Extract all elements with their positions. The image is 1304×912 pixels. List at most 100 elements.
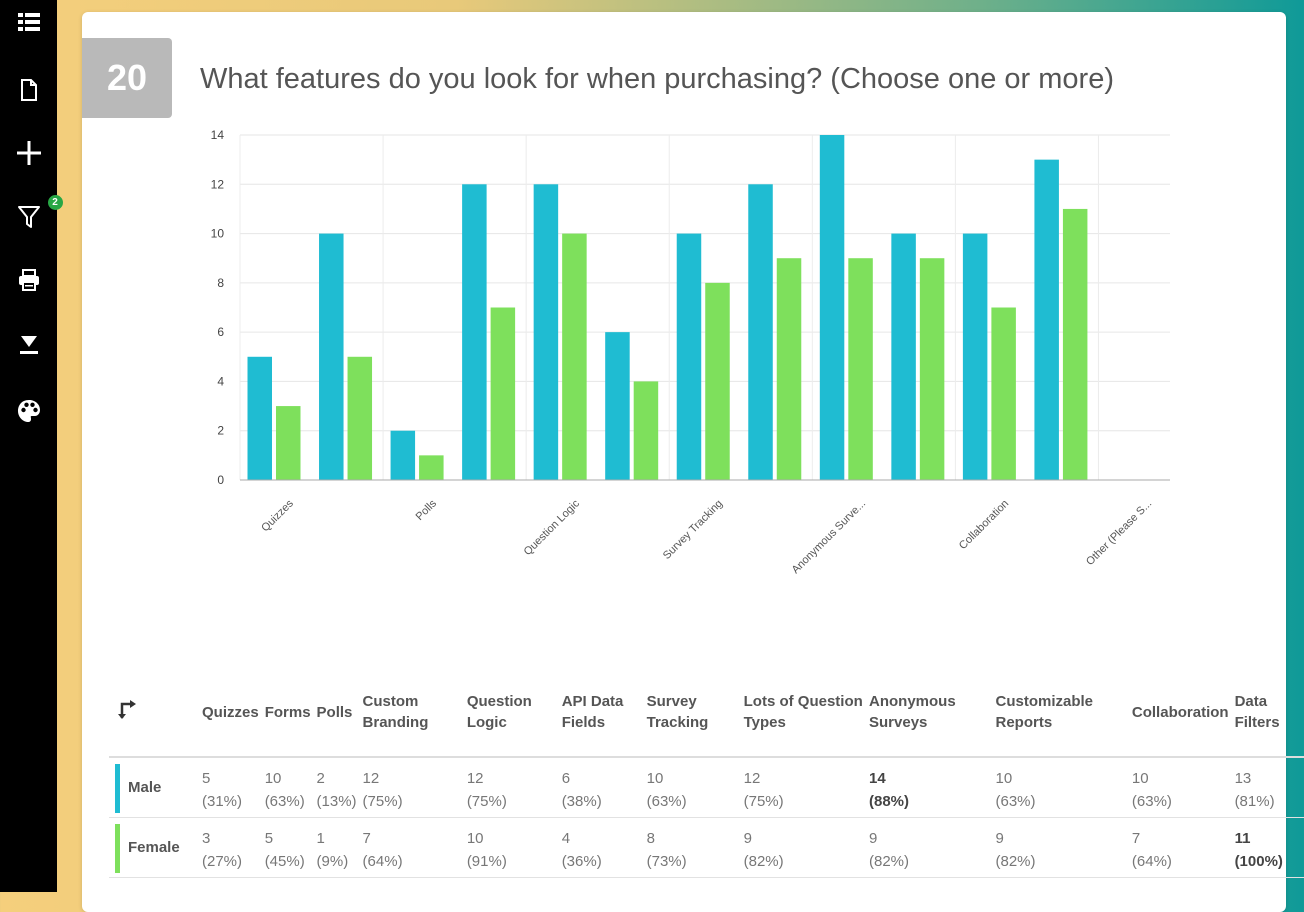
cell-count: 4 (561, 830, 571, 847)
y-tick-label: 4 (217, 374, 224, 388)
table-cell: 2 (13%) (313, 757, 360, 818)
x-tick-label: Polls (414, 497, 440, 523)
y-tick-label: 12 (211, 177, 225, 191)
column-header: Survey Tracking (643, 668, 741, 758)
download-icon[interactable] (0, 332, 57, 372)
cell-count: 5 (202, 770, 211, 787)
bar-female (490, 307, 516, 480)
bar-male (748, 184, 773, 480)
table-cell: 5 (31%) (199, 757, 262, 818)
cell-percent: (88%) (869, 793, 910, 810)
bar-female (419, 455, 444, 480)
cell-percent: (82%) (869, 853, 910, 870)
cell-count: 1 (316, 830, 325, 847)
plus-icon[interactable] (0, 140, 57, 180)
cell-percent: (73%) (646, 853, 687, 870)
cell-count: 12 (362, 770, 380, 787)
bar-female (1062, 208, 1088, 480)
table-cell: 10 (63%) (1128, 757, 1232, 818)
bar-male (247, 356, 272, 480)
bar-female (562, 233, 587, 480)
table-cell: 9 (82%) (866, 817, 993, 878)
column-header: Polls (313, 668, 360, 758)
bar-female (633, 381, 659, 480)
bar-female (919, 258, 945, 480)
cell-count: 11 (1234, 830, 1251, 847)
filter-icon[interactable]: 2 (0, 195, 63, 244)
cell-percent: (91%) (466, 853, 507, 870)
cell-count: 10 (1131, 770, 1149, 787)
x-tick-label: Anonymous Surve... (790, 498, 869, 577)
cell-count: 12 (743, 770, 761, 787)
cell-percent: (81%) (1234, 793, 1275, 810)
bar-male (676, 233, 702, 480)
bar-female (848, 258, 873, 480)
row-color-marker (115, 824, 120, 873)
table-cell: 5 (45%) (261, 817, 314, 878)
cell-percent: (75%) (743, 793, 784, 810)
table-cell: 10 (63%) (992, 757, 1129, 818)
bar-male (819, 135, 845, 480)
column-header: Customizable Reports (992, 668, 1129, 758)
table-cell: 10 (63%) (643, 757, 741, 818)
table-cell: 12 (75%) (463, 757, 559, 818)
list-icon[interactable] (0, 10, 57, 50)
y-tick-label: 2 (217, 424, 224, 438)
column-header: Data Filters (1231, 668, 1304, 758)
bar-female (276, 406, 301, 480)
table-cell: 8 (73%) (643, 817, 741, 878)
cell-count: 3 (202, 830, 211, 847)
row-color-marker (115, 764, 120, 813)
cell-percent: (82%) (743, 853, 784, 870)
x-tick-label: Question Logic (522, 497, 583, 558)
question-number: 20 (82, 38, 172, 118)
cell-percent: (31%) (202, 793, 243, 810)
cell-count: 5 (264, 830, 274, 847)
table-cell: 7 (64%) (359, 817, 464, 878)
bar-female (776, 258, 802, 480)
y-tick-label: 14 (211, 128, 225, 142)
bar-male (390, 430, 416, 480)
cell-count: 9 (869, 830, 878, 847)
column-header: Forms (261, 668, 314, 758)
filter-badge: 2 (47, 195, 63, 210)
bar-male (1034, 159, 1059, 480)
cell-percent: (75%) (362, 793, 403, 810)
bar-male (319, 233, 344, 480)
bar-male (462, 184, 487, 480)
table-cell: 13 (81%) (1231, 757, 1304, 818)
table-cell: 10 (63%) (261, 757, 314, 818)
table-cell: 1 (9%) (313, 817, 360, 878)
bar-male (962, 233, 988, 480)
cell-count: 7 (1131, 830, 1141, 847)
column-header: Anonymous Surveys (866, 668, 993, 758)
table-cell: 10 (91%) (463, 817, 559, 878)
cell-count: 7 (362, 830, 371, 847)
cell-percent: (100%) (1234, 853, 1283, 870)
swap-axes-button[interactable] (109, 668, 199, 758)
cell-count: 10 (995, 770, 1013, 787)
x-tick-label: Other (Please S... (1084, 498, 1154, 568)
table-cell: 9 (82%) (740, 817, 866, 878)
print-icon[interactable] (0, 268, 57, 308)
cell-count: 10 (264, 770, 282, 787)
column-header: Collaboration (1128, 668, 1232, 758)
cell-percent: (13%) (316, 793, 357, 810)
cell-count: 14 (869, 770, 886, 787)
column-header: Question Logic (463, 668, 559, 758)
cell-count: 10 (646, 770, 664, 787)
swap-icon[interactable] (112, 698, 196, 726)
x-tick-label: Collaboration (957, 498, 1011, 552)
table-cell: 9 (82%) (992, 817, 1129, 878)
table-cell: 12 (75%) (740, 757, 866, 818)
bar-male (605, 332, 630, 480)
document-icon[interactable] (0, 78, 57, 118)
cell-percent: (64%) (1131, 853, 1172, 870)
table-cell: 11 (100%) (1231, 817, 1304, 878)
sidebar: 2 (0, 0, 63, 892)
cell-percent: (36%) (561, 853, 602, 870)
bar-male (533, 184, 559, 480)
palette-icon[interactable] (0, 398, 57, 438)
cell-count: 13 (1234, 770, 1252, 787)
cell-count: 8 (646, 830, 655, 847)
